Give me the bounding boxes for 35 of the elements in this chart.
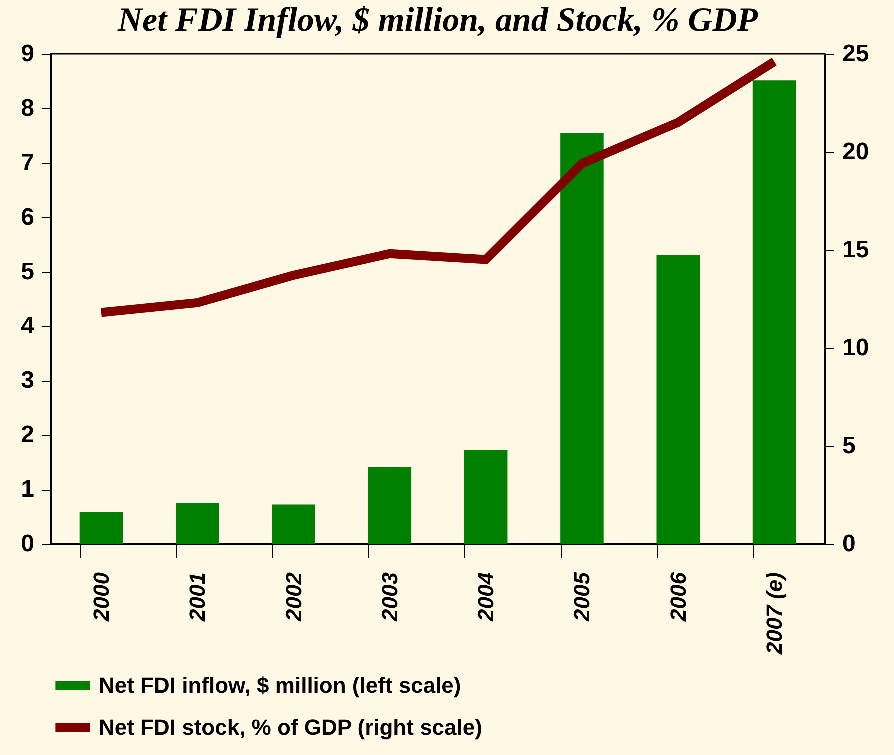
x-tick-label: 2005	[570, 572, 595, 622]
bar	[80, 512, 124, 544]
y2-tick-label: 20	[842, 138, 870, 166]
x-tick-label: 2006	[666, 572, 691, 622]
y2-tick-label: 0	[842, 530, 856, 558]
bar	[176, 503, 220, 544]
bar	[656, 255, 700, 544]
y2-tick-label: 15	[842, 236, 870, 264]
bar	[368, 467, 412, 544]
chart-title: Net FDI Inflow, $ million, and Stock, % GDP	[116, 2, 758, 39]
x-tick-label: 2007 (e)	[762, 572, 788, 656]
y-tick-label: 7	[21, 149, 34, 176]
x-tick-label: 2004	[474, 572, 499, 622]
y-tick-label: 9	[21, 40, 34, 68]
bar	[752, 80, 796, 544]
y-tick-label: 6	[21, 204, 34, 231]
bar	[464, 450, 508, 544]
y-tick-label: 5	[21, 258, 34, 286]
legend-label: Net FDI stock, % of GDP (right scale)	[99, 715, 482, 740]
x-tick-label: 2003	[377, 572, 402, 622]
y-tick-label: 4	[21, 312, 36, 340]
y2-tick-label: 25	[842, 40, 870, 68]
y-tick-label: 3	[21, 367, 34, 394]
legend-label: Net FDI inflow, $ million (left scale)	[99, 673, 462, 698]
x-tick-label: 2001	[185, 572, 210, 622]
y2-tick-label: 10	[842, 334, 870, 362]
y-tick-label: 8	[21, 94, 34, 122]
bar	[272, 504, 316, 544]
x-tick-label: 2000	[88, 572, 114, 622]
bar	[560, 133, 604, 544]
y-tick-label: 1	[21, 476, 34, 504]
y2-tick-label: 5	[842, 432, 856, 460]
y-tick-label: 2	[21, 422, 34, 449]
x-tick-label: 2002	[281, 572, 306, 622]
y-tick-label: 0	[21, 530, 34, 558]
